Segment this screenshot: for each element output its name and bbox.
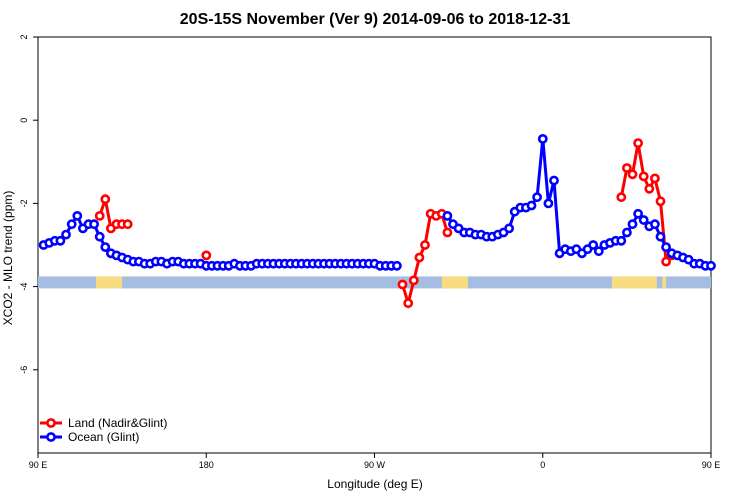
data-point (66, 219, 77, 230)
data-point (61, 229, 71, 240)
land-strip (441, 276, 468, 289)
data-point (72, 210, 83, 221)
land-strip (662, 276, 667, 289)
data-point (633, 208, 643, 219)
data-point (661, 242, 671, 252)
legend-label: Ocean (Glint) (68, 430, 139, 444)
series-land (94, 138, 677, 309)
data-point (650, 219, 660, 230)
x-tick-label: 90 W (364, 460, 386, 470)
y-tick-label: 0 (19, 118, 29, 123)
data-point (100, 194, 111, 205)
x-tick-label: 180 (199, 460, 214, 470)
x-tick-label: 90 E (29, 460, 48, 470)
data-point (94, 210, 105, 221)
data-point (638, 171, 649, 182)
data-point (655, 231, 666, 242)
data-point (504, 223, 514, 234)
series-line (401, 211, 449, 309)
data-point (622, 163, 632, 173)
data-point (549, 175, 559, 186)
data-point (627, 219, 638, 230)
surface-strip (38, 276, 711, 289)
y-tick-label: -2 (19, 199, 29, 207)
data-point (201, 250, 212, 261)
data-point (89, 219, 99, 230)
data-point (616, 235, 627, 246)
y-tick-label: 2 (19, 34, 29, 39)
ocean-strip (38, 276, 711, 289)
series-ocean (38, 133, 716, 271)
data-point (588, 240, 599, 250)
data-point (408, 275, 419, 286)
land-strip (611, 276, 657, 289)
x-axis-label: Longitude (deg E) (327, 477, 422, 491)
data-point (532, 192, 542, 203)
data-point (543, 198, 554, 209)
data-point (593, 246, 604, 257)
data-point (442, 227, 453, 238)
series (38, 133, 716, 309)
data-point (661, 256, 671, 267)
data-point (122, 219, 133, 230)
data-point (420, 240, 430, 250)
data-point (655, 196, 666, 207)
chart-title: 20S-15S November (Ver 9) 2014-09-06 to 2… (180, 11, 571, 28)
data-point (94, 231, 105, 242)
data-point (622, 227, 632, 238)
data-point (706, 260, 716, 271)
legend-label: Land (Nadir&Glint) (68, 416, 167, 430)
data-point (100, 242, 111, 252)
data-point (403, 298, 414, 309)
data-point (391, 260, 402, 271)
data-point (616, 192, 627, 203)
axes: 90 E 180 90 W 0 90 E 2 0 -2 -4 -6 (19, 34, 720, 470)
data-point (627, 169, 638, 180)
y-axis-label: XCO2 - MLO trend (ppm) (1, 191, 15, 326)
legend-marker (46, 432, 56, 442)
data-point (442, 210, 453, 221)
data-point (644, 183, 655, 194)
data-point (526, 200, 537, 211)
y-tick-label: -6 (19, 366, 29, 374)
data-point (397, 279, 408, 290)
legend-marker (46, 418, 56, 428)
land-strip (95, 276, 123, 289)
y-tick-label: -4 (19, 283, 29, 291)
legend: Land (Nadir&Glint)Ocean (Glint) (40, 416, 167, 444)
x-tick-label: 0 (540, 460, 545, 470)
x-tick-label: 90 E (702, 460, 721, 470)
data-point (537, 133, 548, 144)
data-point (650, 173, 660, 184)
data-point (55, 235, 66, 246)
data-point (414, 252, 425, 263)
data-point (633, 138, 643, 148)
data-point (638, 215, 649, 225)
